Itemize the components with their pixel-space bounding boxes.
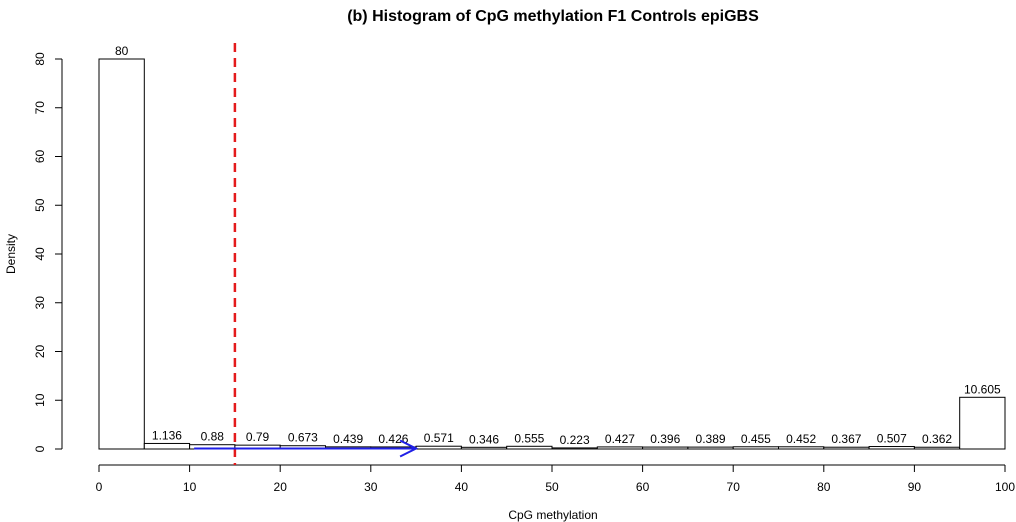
x-tick-label: 20 [274, 480, 288, 494]
histogram-bar [868, 446, 915, 450]
histogram-bar [460, 446, 508, 450]
arrow-head [399, 439, 419, 458]
y-tick-label: 50 [33, 198, 47, 212]
bar-value-label: 80 [115, 44, 129, 58]
histogram-bar [551, 447, 598, 450]
x-tick-label: 0 [96, 480, 103, 494]
y-tick-label: 20 [33, 345, 47, 359]
x-axis-label: CpG methylation [508, 508, 597, 522]
bar-value-label: 0.507 [877, 432, 907, 446]
x-tick-label: 80 [817, 480, 831, 494]
x-tick-label: 40 [455, 480, 469, 494]
y-tick-label: 40 [33, 247, 47, 261]
histogram-bar [143, 442, 191, 450]
bar-value-label: 0.427 [605, 432, 635, 446]
y-axis-label: Density [4, 234, 18, 274]
y-tick-label: 70 [33, 101, 47, 115]
bar-value-label: 0.452 [786, 432, 816, 446]
chart-title: (b) Histogram of CpG methylation F1 Cont… [347, 8, 759, 25]
histogram-bar [823, 446, 870, 450]
y-tick-label: 0 [33, 445, 47, 452]
bar-value-label: 0.439 [333, 432, 363, 446]
bar-value-label: 1.136 [152, 428, 182, 442]
bar-value-label: 0.455 [741, 432, 771, 446]
x-tick-label: 30 [364, 480, 378, 494]
bar-value-label: 0.555 [514, 431, 544, 445]
bar-value-label: 0.389 [696, 432, 726, 446]
bar-value-label: 0.79 [246, 430, 270, 444]
histogram-bar [778, 446, 825, 450]
histogram-bar [959, 396, 1006, 450]
x-tick-label: 90 [908, 480, 922, 494]
x-axis: 0 10 20 30 40 50 60 70 80 90 100 [96, 464, 1015, 494]
y-tick-label: 10 [33, 393, 47, 407]
histogram-bar [732, 446, 780, 450]
x-tick-label: 50 [545, 480, 559, 494]
bar-value-label: 0.571 [424, 431, 454, 445]
bar-value-label: 10.605 [964, 382, 1001, 396]
bar-value-label: 0.673 [288, 431, 318, 445]
y-tick-label: 80 [33, 52, 47, 66]
x-tick-label: 70 [727, 480, 741, 494]
histogram-bar [913, 446, 961, 450]
histogram-bar [415, 445, 462, 450]
histogram-bar [596, 446, 644, 450]
x-tick-label: 60 [636, 480, 650, 494]
histogram-bar [98, 58, 145, 450]
histogram-bar [506, 445, 553, 450]
bar-value-label: 0.88 [201, 430, 225, 444]
bar-value-label: 0.346 [469, 432, 499, 446]
y-axis: 0 10 20 30 40 50 60 70 80 [33, 52, 63, 452]
histogram-bar [687, 446, 734, 450]
bar-value-label: 0.362 [922, 432, 952, 446]
histogram-bar [642, 446, 689, 450]
bar-value-label: 0.223 [560, 433, 590, 447]
y-tick-label: 30 [33, 296, 47, 310]
y-tick-label: 60 [33, 150, 47, 164]
x-tick-label: 10 [183, 480, 197, 494]
bar-value-label: 0.396 [650, 432, 680, 446]
annotations-group [194, 43, 419, 465]
bar-value-label: 0.426 [378, 432, 408, 446]
bar-value-label: 0.367 [831, 432, 861, 446]
x-tick-label: 100 [995, 480, 1015, 494]
